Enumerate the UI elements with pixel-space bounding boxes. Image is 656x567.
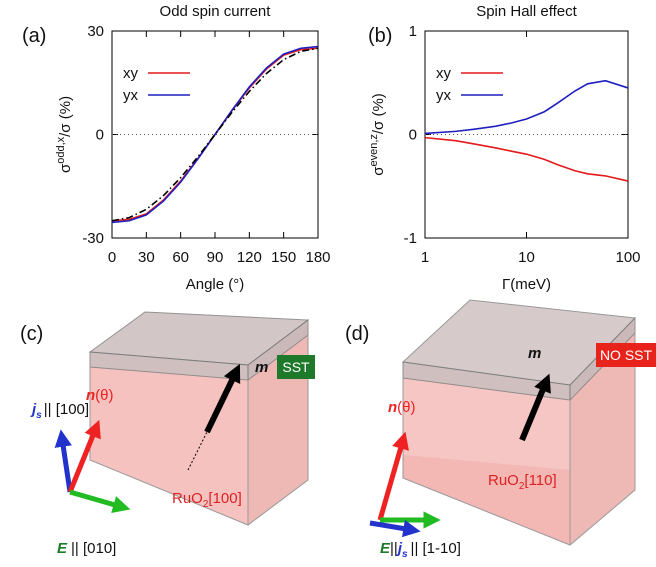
box-front	[90, 367, 248, 525]
badge-text: NO SST	[600, 347, 653, 363]
e-arrow	[69, 489, 131, 513]
j-label: js || [100]	[30, 401, 89, 421]
m-arrow	[204, 363, 241, 434]
y-tick-label: 30	[87, 23, 104, 40]
y-tick-label: -30	[82, 230, 104, 247]
n-label: n(θ)	[86, 387, 114, 404]
n-arrow	[377, 431, 409, 521]
m-arrow	[519, 373, 551, 442]
m-projection	[187, 431, 208, 471]
diagram-c: (c) m SST js || [100] n(θ) E || [010] RuO2…	[20, 311, 315, 557]
charts: Odd spin current (a) Angle (°) σodd,x/σ (%)…	[22, 3, 641, 293]
x-tick-label: 10	[518, 249, 535, 266]
badge	[596, 343, 656, 367]
x-tick-label: 150	[271, 249, 296, 266]
e-label: E || [010]	[57, 540, 116, 557]
y-tick-label: -1	[404, 230, 417, 247]
material-label: RuO2[100]	[172, 490, 242, 510]
n-label: n(θ)	[388, 399, 416, 416]
series-line	[424, 136, 629, 182]
m-label: m	[255, 359, 268, 376]
x-tick-label: 180	[305, 249, 330, 266]
ej-label: E||js || [1-10]	[380, 540, 461, 560]
y-axis-label: σeven,z/σ (%)	[368, 93, 387, 176]
chart-title: Odd spin current	[160, 3, 272, 20]
x-tick-label: 100	[615, 249, 640, 266]
legend-label: xy	[123, 65, 139, 82]
x-tick-label: 0	[108, 249, 116, 266]
y-axis-label: σodd,x/σ (%)	[55, 96, 74, 173]
badge	[277, 355, 315, 379]
panel-label: (a)	[22, 25, 46, 47]
panel-label: (c)	[20, 323, 43, 345]
x-axis-label: Γ(meV)	[502, 276, 551, 293]
x-tick-label: 60	[172, 249, 189, 266]
y-tick-label: 0	[409, 127, 417, 144]
x-tick-label: 1	[421, 249, 429, 266]
box-side	[570, 333, 635, 545]
legend-label: xy	[436, 65, 452, 82]
legend-label: yx	[123, 87, 139, 104]
panel-label: (d)	[345, 323, 369, 345]
x-tick-label: 30	[138, 249, 155, 266]
series-line	[111, 45, 319, 224]
legend-label: yx	[436, 87, 452, 104]
j-arrow	[54, 429, 73, 493]
x-axis-label: Angle (°)	[186, 276, 245, 293]
x-tick-label: 90	[207, 249, 224, 266]
y-tick-label: 0	[96, 127, 104, 144]
n-arrow	[67, 419, 101, 493]
box-side	[248, 335, 308, 525]
badge-text: SST	[282, 359, 310, 375]
chart-title: Spin Hall effect	[476, 3, 577, 20]
x-tick-label: 120	[237, 249, 262, 266]
y-tick-label: 1	[409, 23, 417, 40]
j-arrow	[369, 519, 421, 538]
series-line	[424, 79, 629, 135]
diagram-d: (d) m NO SST n(θ) E||js || [1-10] RuO2[11…	[345, 299, 656, 560]
panel-label: (b)	[368, 25, 392, 47]
m-label: m	[528, 345, 541, 362]
material-label: RuO2[110]	[488, 472, 557, 492]
